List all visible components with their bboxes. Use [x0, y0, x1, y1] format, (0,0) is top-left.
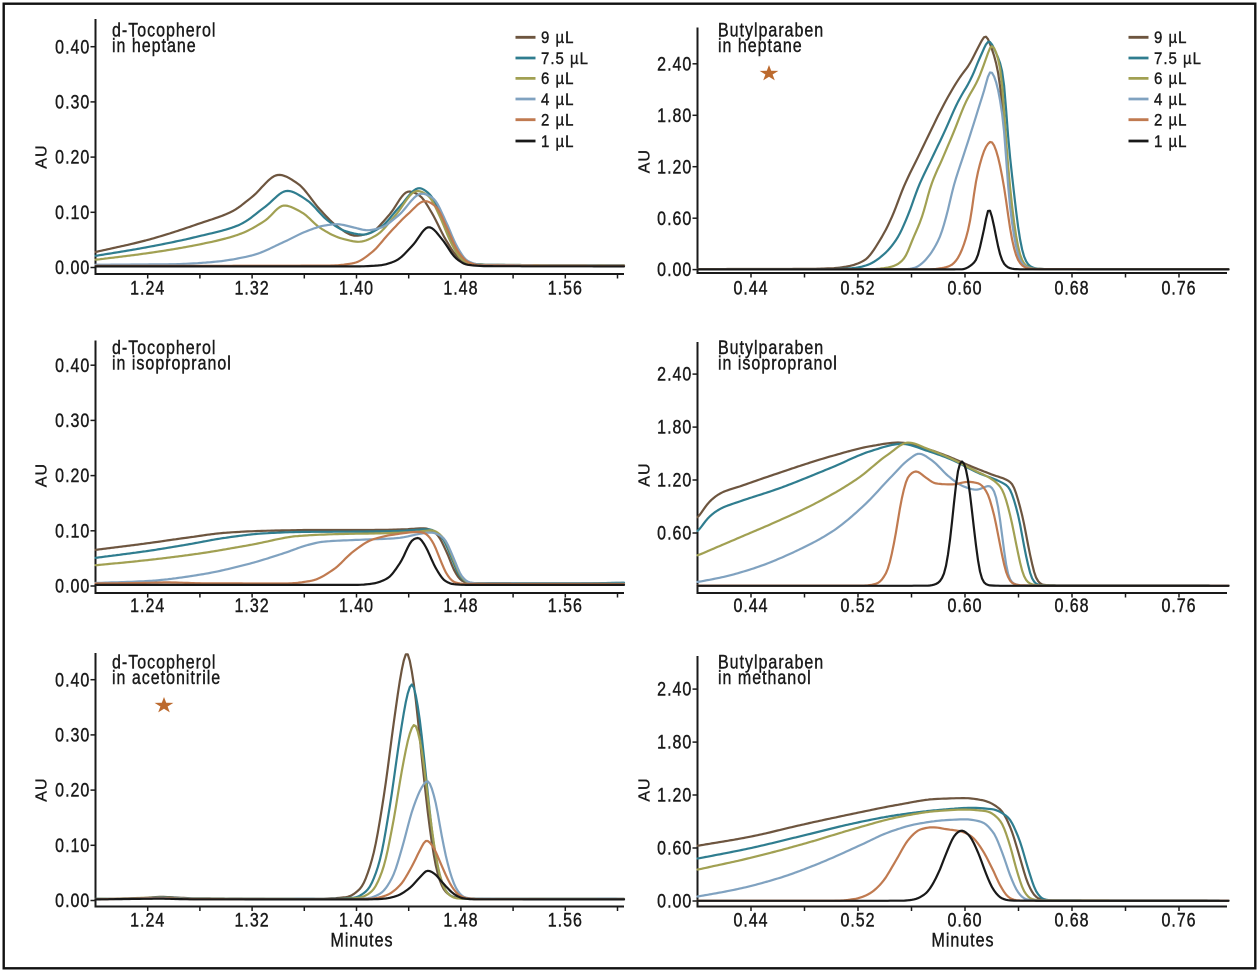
svg-text:0.76: 0.76	[1161, 277, 1196, 299]
svg-text:2.40: 2.40	[657, 363, 692, 385]
svg-text:0.60: 0.60	[657, 837, 692, 859]
svg-text:in isopropranol: in isopropranol	[718, 352, 838, 374]
svg-text:4 µL: 4 µL	[541, 91, 574, 109]
svg-text:1.40: 1.40	[339, 909, 374, 931]
svg-text:2.40: 2.40	[657, 53, 692, 75]
svg-text:0.20: 0.20	[55, 146, 90, 168]
svg-text:AU: AU	[637, 149, 654, 173]
svg-text:0.30: 0.30	[55, 91, 90, 113]
svg-text:0.40: 0.40	[55, 354, 90, 376]
svg-text:1.24: 1.24	[130, 277, 165, 299]
svg-text:1.80: 1.80	[657, 105, 692, 127]
svg-text:1.48: 1.48	[443, 277, 478, 299]
svg-text:0.00: 0.00	[55, 575, 90, 597]
svg-text:0.00: 0.00	[657, 259, 692, 281]
svg-text:Butylparaben: Butylparaben	[718, 19, 824, 41]
svg-text:AU: AU	[637, 462, 654, 486]
svg-text:d-Tocopherol: d-Tocopherol	[112, 336, 216, 358]
svg-text:1.56: 1.56	[548, 595, 583, 617]
svg-text:1.20: 1.20	[657, 156, 692, 178]
svg-text:0.10: 0.10	[55, 520, 90, 542]
svg-text:1.56: 1.56	[548, 909, 583, 931]
svg-text:1.20: 1.20	[657, 784, 692, 806]
svg-text:1.20: 1.20	[657, 469, 692, 491]
svg-text:Butylparaben: Butylparaben	[718, 651, 824, 673]
svg-text:1.80: 1.80	[657, 731, 692, 753]
svg-text:in heptane: in heptane	[112, 35, 197, 57]
svg-text:in isopropranol: in isopropranol	[112, 352, 232, 374]
svg-text:in heptane: in heptane	[718, 35, 803, 57]
svg-text:1.56: 1.56	[548, 277, 583, 299]
svg-text:2 µL: 2 µL	[1154, 112, 1187, 130]
svg-text:6 µL: 6 µL	[541, 71, 574, 89]
svg-text:0.20: 0.20	[55, 465, 90, 487]
svg-text:d-Tocopherol: d-Tocopherol	[112, 19, 216, 41]
svg-text:0.60: 0.60	[947, 595, 982, 617]
svg-text:2.40: 2.40	[657, 678, 692, 700]
svg-text:1.40: 1.40	[339, 595, 374, 617]
svg-text:in acetonitrile: in acetonitrile	[112, 667, 221, 689]
svg-text:0.76: 0.76	[1161, 909, 1196, 931]
svg-text:1.24: 1.24	[130, 909, 165, 931]
svg-text:7.5 µL: 7.5 µL	[1154, 50, 1202, 68]
svg-text:0.52: 0.52	[840, 277, 875, 299]
svg-text:0.40: 0.40	[55, 669, 90, 691]
svg-text:0.60: 0.60	[657, 522, 692, 544]
svg-text:1 µL: 1 µL	[1154, 133, 1187, 151]
svg-text:0.00: 0.00	[55, 890, 90, 912]
svg-text:0.20: 0.20	[55, 779, 90, 801]
svg-text:AU: AU	[34, 777, 51, 801]
svg-text:0.40: 0.40	[55, 36, 90, 58]
svg-text:Butylparaben: Butylparaben	[718, 336, 824, 358]
svg-text:AU: AU	[34, 144, 51, 168]
svg-text:0.00: 0.00	[657, 890, 692, 912]
svg-text:1.40: 1.40	[339, 277, 374, 299]
svg-text:AU: AU	[637, 777, 654, 801]
svg-text:9 µL: 9 µL	[1154, 29, 1187, 47]
svg-text:d-Tocopherol: d-Tocopherol	[112, 651, 216, 673]
svg-text:0.44: 0.44	[733, 277, 768, 299]
svg-text:1.80: 1.80	[657, 416, 692, 438]
svg-text:0.52: 0.52	[840, 909, 875, 931]
svg-text:9 µL: 9 µL	[541, 29, 574, 47]
svg-text:0.44: 0.44	[733, 595, 768, 617]
svg-text:0.68: 0.68	[1054, 595, 1089, 617]
svg-text:1.24: 1.24	[130, 595, 165, 617]
svg-text:0.10: 0.10	[55, 835, 90, 857]
svg-text:1.48: 1.48	[443, 909, 478, 931]
svg-text:0.44: 0.44	[733, 909, 768, 931]
svg-text:AU: AU	[34, 463, 51, 487]
svg-text:0.68: 0.68	[1054, 277, 1089, 299]
svg-text:0.30: 0.30	[55, 410, 90, 432]
svg-text:1 µL: 1 µL	[541, 133, 574, 151]
svg-text:1.48: 1.48	[443, 595, 478, 617]
svg-text:Minutes: Minutes	[331, 929, 394, 951]
svg-text:1.32: 1.32	[235, 909, 270, 931]
svg-text:2 µL: 2 µL	[541, 112, 574, 130]
svg-text:0.68: 0.68	[1054, 909, 1089, 931]
svg-text:0.60: 0.60	[947, 909, 982, 931]
svg-text:0.00: 0.00	[55, 257, 90, 279]
svg-text:in methanol: in methanol	[718, 667, 812, 689]
svg-text:0.10: 0.10	[55, 202, 90, 224]
svg-text:0.30: 0.30	[55, 724, 90, 746]
svg-text:4 µL: 4 µL	[1154, 91, 1187, 109]
svg-text:7.5 µL: 7.5 µL	[541, 50, 589, 68]
svg-text:1.32: 1.32	[235, 277, 270, 299]
svg-text:1.32: 1.32	[235, 595, 270, 617]
svg-text:6 µL: 6 µL	[1154, 71, 1187, 89]
svg-text:0.60: 0.60	[657, 207, 692, 229]
svg-text:0.60: 0.60	[947, 277, 982, 299]
svg-text:0.52: 0.52	[840, 595, 875, 617]
svg-text:Minutes: Minutes	[932, 929, 995, 951]
svg-text:0.76: 0.76	[1161, 595, 1196, 617]
